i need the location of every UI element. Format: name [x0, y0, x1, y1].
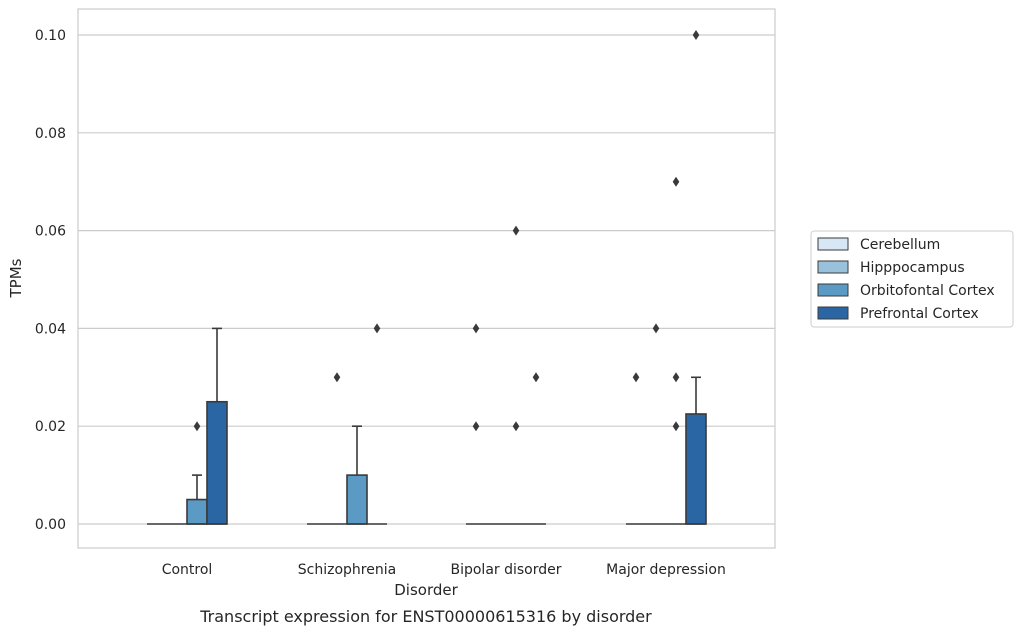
outlier-point — [512, 421, 520, 432]
legend-swatch — [817, 237, 849, 251]
outlier-point — [472, 421, 480, 432]
x-tick-label: Schizophrenia — [298, 562, 396, 578]
chart-caption: Transcript expression for ENST0000061531… — [199, 607, 652, 626]
outlier-point — [672, 176, 680, 187]
outlier-point — [333, 372, 341, 383]
y-tick-label: 0.02 — [35, 419, 66, 435]
outlier-markers — [193, 30, 700, 432]
outlier-point — [373, 323, 381, 334]
y-tick-label: 0.10 — [35, 28, 66, 44]
box — [206, 400, 228, 525]
x-axis-title: Disorder — [394, 581, 458, 599]
series-group — [206, 327, 707, 525]
legend: Cerebellum Hipppocampus Orbitofontal Corte… — [810, 230, 1014, 328]
outlier-point — [632, 372, 640, 383]
box — [186, 498, 208, 525]
outlier-point — [472, 323, 480, 334]
legend-items: Cerebellum Hipppocampus Orbitofontal Corte… — [817, 237, 995, 322]
box — [685, 413, 707, 525]
y-tick-label: 0.06 — [35, 224, 66, 240]
series-group — [186, 425, 686, 525]
outlier-point — [652, 323, 660, 334]
y-axis-ticks: 0.00 0.02 0.04 0.06 0.08 0.10 — [35, 28, 66, 533]
outlier-point — [193, 421, 201, 432]
y-axis-title: TPMs — [7, 258, 25, 298]
box — [346, 474, 368, 525]
y-tick-label: 0.00 — [35, 517, 66, 533]
outlier-point — [692, 30, 700, 40]
x-axis-ticks: Control Schizophrenia Bipolar disorder Majo… — [162, 562, 726, 578]
x-tick-label: Control — [162, 562, 213, 578]
outlier-point — [512, 225, 520, 236]
x-tick-label: Bipolar disorder — [450, 562, 561, 578]
outlier-point — [672, 372, 680, 383]
legend-label: Prefrontal Cortex — [860, 306, 979, 322]
legend-label: Hipppocampus — [860, 260, 965, 276]
box-series — [147, 327, 707, 525]
legend-frame — [810, 230, 1014, 328]
outlier-point — [672, 421, 680, 432]
y-tick-label: 0.08 — [35, 126, 66, 142]
plot-frame — [77, 8, 776, 549]
legend-swatch — [817, 260, 849, 274]
x-tick-label: Major depression — [606, 562, 726, 578]
legend-swatch — [817, 283, 849, 297]
outlier-point — [532, 372, 540, 383]
legend-label: Orbitofontal Cortex — [860, 283, 995, 299]
y-tick-label: 0.04 — [35, 321, 66, 337]
legend-swatch — [817, 306, 849, 320]
legend-label: Cerebellum — [860, 237, 940, 253]
